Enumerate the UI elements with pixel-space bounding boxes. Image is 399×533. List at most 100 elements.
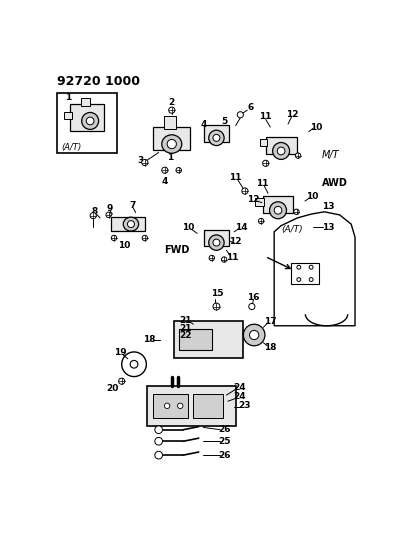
Bar [204,125,229,142]
Circle shape [106,212,111,217]
Text: 7: 7 [129,201,136,210]
Text: 2: 2 [169,98,175,107]
Text: 6: 6 [248,102,254,111]
Ellipse shape [130,360,138,368]
Circle shape [242,188,248,194]
Circle shape [294,209,299,214]
Text: 1: 1 [167,154,173,163]
Circle shape [309,278,313,281]
Circle shape [111,235,117,241]
Bar [291,263,319,284]
Bar [153,127,190,150]
Circle shape [295,153,301,158]
Circle shape [90,213,96,219]
Text: 10: 10 [310,123,322,132]
Text: 19: 19 [114,348,126,357]
Text: (A/T): (A/T) [61,143,81,151]
Bar [164,116,176,128]
Bar [64,112,72,119]
Circle shape [249,303,255,310]
Text: 20: 20 [106,384,119,393]
Ellipse shape [164,403,170,408]
Circle shape [309,265,313,269]
Circle shape [263,160,269,166]
Text: 17: 17 [264,318,277,326]
Ellipse shape [123,217,138,231]
Circle shape [155,426,162,433]
Ellipse shape [167,140,176,149]
Circle shape [237,112,243,118]
Circle shape [209,255,215,261]
Text: 9: 9 [106,204,113,213]
Text: 5: 5 [221,117,227,126]
Text: 11: 11 [225,254,238,262]
Text: 12: 12 [229,237,242,246]
Text: 12: 12 [286,109,298,118]
Text: 21: 21 [180,316,192,325]
Text: 8: 8 [92,207,98,216]
Text: 26: 26 [218,425,230,434]
Ellipse shape [122,352,146,377]
Text: 12: 12 [247,195,260,204]
Ellipse shape [273,142,290,159]
Text: 10: 10 [118,241,130,250]
Bar [263,196,293,213]
Ellipse shape [274,206,282,214]
Text: 11: 11 [257,179,269,188]
Text: 3: 3 [138,156,144,165]
Text: 22: 22 [180,332,192,340]
Text: 13: 13 [322,202,334,211]
Circle shape [142,235,148,241]
Text: 10: 10 [306,192,319,201]
Circle shape [259,219,264,224]
Circle shape [155,438,162,445]
Text: 15: 15 [211,289,223,298]
Ellipse shape [209,235,224,251]
Text: 25: 25 [218,437,230,446]
Text: (A/T): (A/T) [281,225,303,234]
Text: AWD: AWD [322,179,348,188]
Text: M/T: M/T [322,150,340,160]
Bar [57,93,117,154]
Ellipse shape [213,239,220,246]
Text: 16: 16 [247,293,260,302]
Ellipse shape [277,147,285,155]
Text: 4: 4 [162,176,168,185]
Text: 18: 18 [264,343,277,352]
Text: 24: 24 [233,392,246,401]
Bar [266,137,296,154]
Text: 1: 1 [65,93,71,102]
Text: 13: 13 [322,223,334,232]
Text: 14: 14 [235,223,248,232]
Text: 23: 23 [239,401,251,410]
Bar [174,321,243,358]
Ellipse shape [82,112,99,130]
Circle shape [297,278,301,281]
Ellipse shape [213,134,220,141]
Text: 10: 10 [182,223,194,232]
Circle shape [213,303,220,310]
Bar [70,104,104,131]
Text: 24: 24 [233,383,246,392]
Polygon shape [274,212,355,326]
Bar [255,198,264,206]
Text: 11: 11 [229,173,242,182]
Circle shape [169,107,175,113]
Text: 18: 18 [143,335,156,344]
Circle shape [297,265,301,269]
Ellipse shape [128,221,134,228]
Bar [81,98,90,106]
Text: 92720 1000: 92720 1000 [57,75,140,88]
Bar [259,139,267,147]
Text: 4: 4 [200,120,207,130]
Ellipse shape [249,330,259,340]
Circle shape [176,167,182,173]
Ellipse shape [209,130,224,146]
Ellipse shape [178,403,183,408]
Text: 26: 26 [218,450,230,459]
Ellipse shape [86,117,94,125]
Bar [204,230,229,246]
Text: FWD: FWD [164,245,189,255]
Bar [194,393,223,418]
Circle shape [142,159,148,166]
